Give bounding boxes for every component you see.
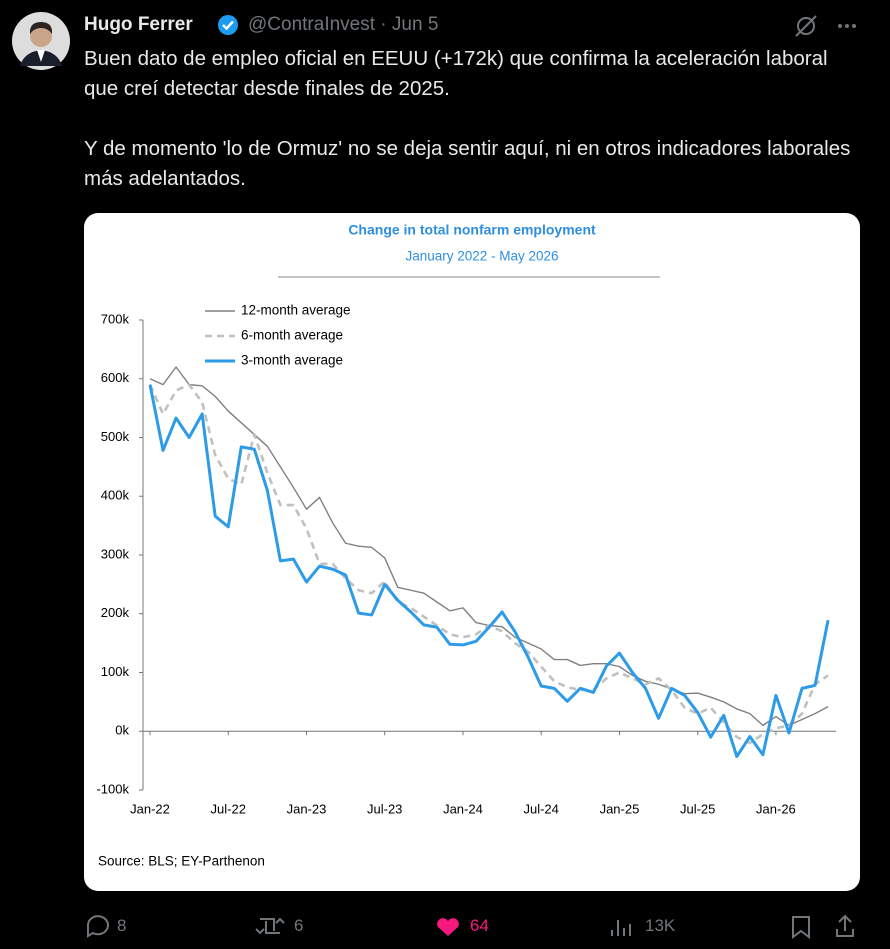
like-count[interactable]: 64 bbox=[470, 916, 489, 935]
x-tick-label: Jan-25 bbox=[600, 801, 640, 816]
y-tick-label: 500k bbox=[101, 429, 130, 444]
x-tick-label: Jul-23 bbox=[367, 801, 402, 816]
series-line bbox=[148, 383, 829, 745]
y-tick-label: 300k bbox=[101, 546, 130, 561]
x-tick-label: Jul-24 bbox=[523, 801, 558, 816]
chart: Change in total nonfarm employment Janua… bbox=[96, 222, 836, 869]
view-count[interactable]: 13K bbox=[645, 916, 676, 935]
avatar[interactable] bbox=[12, 12, 70, 70]
author-name[interactable]: Hugo Ferrer bbox=[84, 14, 193, 35]
y-tick-label: -100k bbox=[96, 781, 129, 796]
repost-count[interactable]: 6 bbox=[294, 916, 304, 935]
legend-label: 6-month average bbox=[241, 328, 343, 343]
legend-label: 12-month average bbox=[241, 303, 351, 318]
author-meta: @ContraInvest · Jun 5 bbox=[248, 14, 438, 36]
handle[interactable]: @ContraInvest bbox=[248, 14, 376, 35]
x-tick-label: Jan-22 bbox=[130, 801, 170, 816]
x-tick-label: Jul-25 bbox=[680, 801, 715, 816]
verified-badge bbox=[218, 15, 238, 35]
paragraph: Y de momento 'lo de Ormuz' no se deja se… bbox=[84, 137, 851, 190]
x-tick-label: Jan-23 bbox=[287, 801, 327, 816]
chart-subtitle: January 2022 - May 2026 bbox=[405, 249, 558, 264]
paragraph: Buen dato de empleo oficial en EEUU (+17… bbox=[84, 47, 828, 100]
separator: · bbox=[380, 14, 387, 35]
y-tick-label: 0k bbox=[115, 723, 129, 738]
reply-count[interactable]: 8 bbox=[117, 916, 127, 935]
series-line bbox=[149, 366, 829, 727]
x-tick-label: Jan-26 bbox=[756, 801, 796, 816]
chart-card[interactable]: Change in total nonfarm employment Janua… bbox=[84, 213, 860, 891]
x-tick-label: Jan-24 bbox=[443, 801, 483, 816]
y-tick-label: 100k bbox=[101, 664, 130, 679]
series-line bbox=[148, 384, 830, 759]
action-icons[interactable] bbox=[84, 912, 864, 942]
y-tick-label: 400k bbox=[101, 488, 130, 503]
legend-label: 3-month average bbox=[241, 353, 343, 368]
chart-title: Change in total nonfarm employment bbox=[348, 222, 596, 238]
y-tick-label: 600k bbox=[101, 370, 130, 385]
y-tick-label: 200k bbox=[101, 605, 130, 620]
tweet-text: Buen dato de empleo oficial en EEUU (+17… bbox=[84, 44, 854, 224]
x-tick-label: Jul-22 bbox=[211, 801, 246, 816]
y-tick-label: 700k bbox=[101, 311, 130, 326]
top-icons[interactable] bbox=[792, 14, 864, 38]
date[interactable]: Jun 5 bbox=[391, 14, 439, 35]
source: Source: BLS; EY-Parthenon bbox=[98, 854, 265, 869]
